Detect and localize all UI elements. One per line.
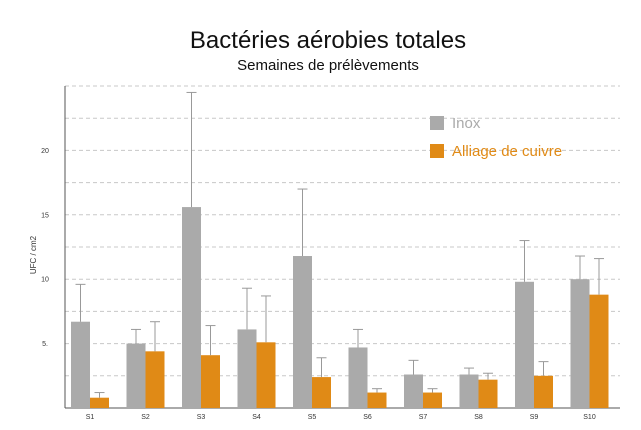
bar <box>201 355 220 408</box>
x-tick-label: S3 <box>197 414 206 421</box>
bar <box>459 374 479 408</box>
bar <box>367 392 387 408</box>
y-tick-label: 20 <box>41 148 49 155</box>
bar <box>126 343 146 408</box>
bar <box>182 207 201 408</box>
x-tick-label: S10 <box>583 414 596 421</box>
bar <box>423 392 442 408</box>
chart-title: Bactéries aérobies totales <box>190 27 466 54</box>
gridlines <box>65 85 620 377</box>
bar <box>145 351 165 408</box>
y-tick-label: 15 <box>41 212 49 219</box>
x-tick-label: S2 <box>141 414 150 421</box>
bar <box>534 375 553 408</box>
x-tick-label: S4 <box>252 414 261 421</box>
bar <box>348 347 368 408</box>
bar <box>312 377 331 408</box>
legend-swatch <box>430 144 444 158</box>
chart-subtitle: Semaines de prélèvements <box>237 57 419 74</box>
bar <box>237 329 257 408</box>
bar <box>293 256 312 408</box>
bar <box>256 342 276 408</box>
y-tick-label: 5. <box>42 341 48 348</box>
x-tick-label: S5 <box>308 414 317 421</box>
legend-label: Inox <box>452 115 481 132</box>
x-tick-label: S9 <box>530 414 539 421</box>
x-tick-label: S6 <box>363 414 372 421</box>
legend-swatch <box>430 116 444 130</box>
y-tick-label: 10 <box>41 277 49 284</box>
bar <box>589 294 609 408</box>
bar <box>570 279 590 408</box>
bars <box>71 91 609 408</box>
x-tick-label: S8 <box>474 414 483 421</box>
y-axis-label: UFC / cm2 <box>29 235 38 274</box>
bar <box>404 374 423 408</box>
x-tick-label: S1 <box>86 414 95 421</box>
legend-label: Alliage de cuivre <box>452 143 562 160</box>
bar <box>71 321 90 408</box>
bar <box>478 379 498 408</box>
bar <box>515 281 534 408</box>
bar <box>90 397 109 408</box>
legend: Inox Alliage de cuivre <box>430 115 562 160</box>
x-tick-label: S7 <box>419 414 428 421</box>
